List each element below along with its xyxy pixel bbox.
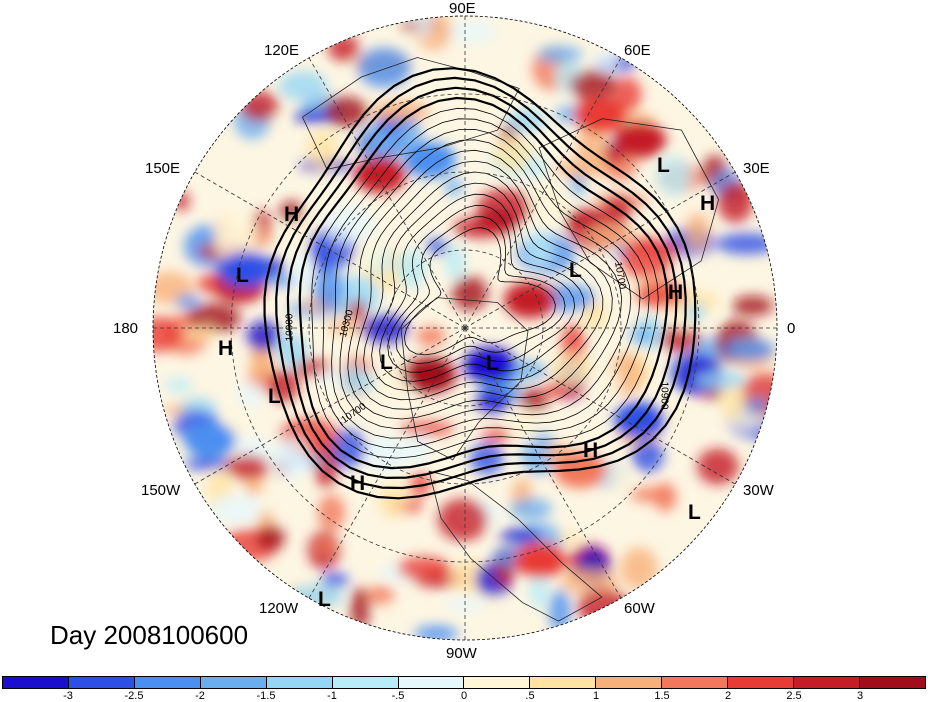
- contour-label: 10900: [658, 381, 670, 410]
- colorbar-cell: [332, 677, 399, 688]
- lon-label-180: 180: [113, 320, 139, 337]
- colorbar-cell: [3, 677, 69, 688]
- colorbar-tick-label: 1: [592, 690, 600, 702]
- lon-label-120e: 120E: [264, 42, 300, 59]
- graticule: [153, 16, 777, 640]
- colorbar-cell: [794, 677, 860, 688]
- colorbar-cell: [134, 677, 201, 688]
- low-pressure-marker: L: [318, 588, 331, 611]
- lon-label-60w: 60W: [624, 600, 655, 617]
- lon-label-150e: 150E: [145, 160, 181, 177]
- lon-label-30w: 30W: [743, 482, 774, 499]
- map-boundary: [152, 15, 778, 641]
- colorbar: [2, 676, 926, 689]
- colorbar-cell: [859, 677, 925, 688]
- high-pressure-marker: H: [700, 192, 716, 215]
- low-pressure-marker: L: [688, 501, 701, 524]
- colorbar-tick-label: 1.5: [654, 690, 670, 702]
- colorbar-cell: [596, 677, 663, 688]
- colorbar-cell: [530, 677, 597, 688]
- colorbar-tick-label: -2: [195, 690, 205, 702]
- colorbar-cell: [200, 677, 267, 688]
- colorbar-cell: [266, 677, 333, 688]
- contour-label: 10900: [284, 313, 296, 342]
- low-pressure-marker: L: [486, 352, 499, 375]
- low-pressure-marker: L: [236, 264, 249, 287]
- high-pressure-marker: H: [350, 472, 366, 495]
- anomaly-field: [153, 16, 777, 640]
- low-pressure-marker: L: [380, 351, 393, 374]
- lon-label-120w: 120W: [259, 600, 299, 617]
- colorbar-tick-label: 2.5: [786, 690, 802, 702]
- colorbar-cell: [68, 677, 135, 688]
- colorbar-cell: [728, 677, 795, 688]
- high-pressure-marker: H: [284, 203, 300, 226]
- colorbar-tick-label: .5: [525, 690, 535, 702]
- colorbar-tick-label: -3: [63, 690, 73, 702]
- colorbar-tick-label: 2: [724, 690, 732, 702]
- day-label: Day 2008100600: [50, 620, 249, 650]
- lon-label-0: 0: [787, 320, 796, 337]
- colorbar-cell: [662, 677, 729, 688]
- colorbar-tick-label: -1.5: [256, 690, 276, 702]
- lon-label-90e: 90E: [449, 0, 476, 17]
- low-pressure-marker: L: [657, 154, 670, 177]
- lon-label-90w: 90W: [446, 645, 477, 662]
- colorbar-cell: [398, 677, 465, 688]
- high-pressure-marker: H: [218, 337, 234, 360]
- colorbar-tick-label: 3: [856, 690, 864, 702]
- colorbar-tick-label: -2.5: [124, 690, 144, 702]
- colorbar-tick-label: -.5: [391, 690, 405, 702]
- colorbar-tick-label: 0: [460, 690, 468, 702]
- low-pressure-marker: L: [569, 259, 582, 282]
- lon-label-150w: 150W: [141, 482, 181, 499]
- lon-label-60e: 60E: [624, 42, 651, 59]
- high-pressure-marker: H: [583, 439, 599, 462]
- polar-map: [152, 15, 778, 641]
- colorbar-tick-label: -1: [327, 690, 337, 702]
- low-pressure-marker: L: [268, 385, 281, 408]
- lon-label-30e: 30E: [743, 160, 770, 177]
- colorbar-cell: [464, 677, 531, 688]
- high-pressure-marker: H: [668, 281, 684, 304]
